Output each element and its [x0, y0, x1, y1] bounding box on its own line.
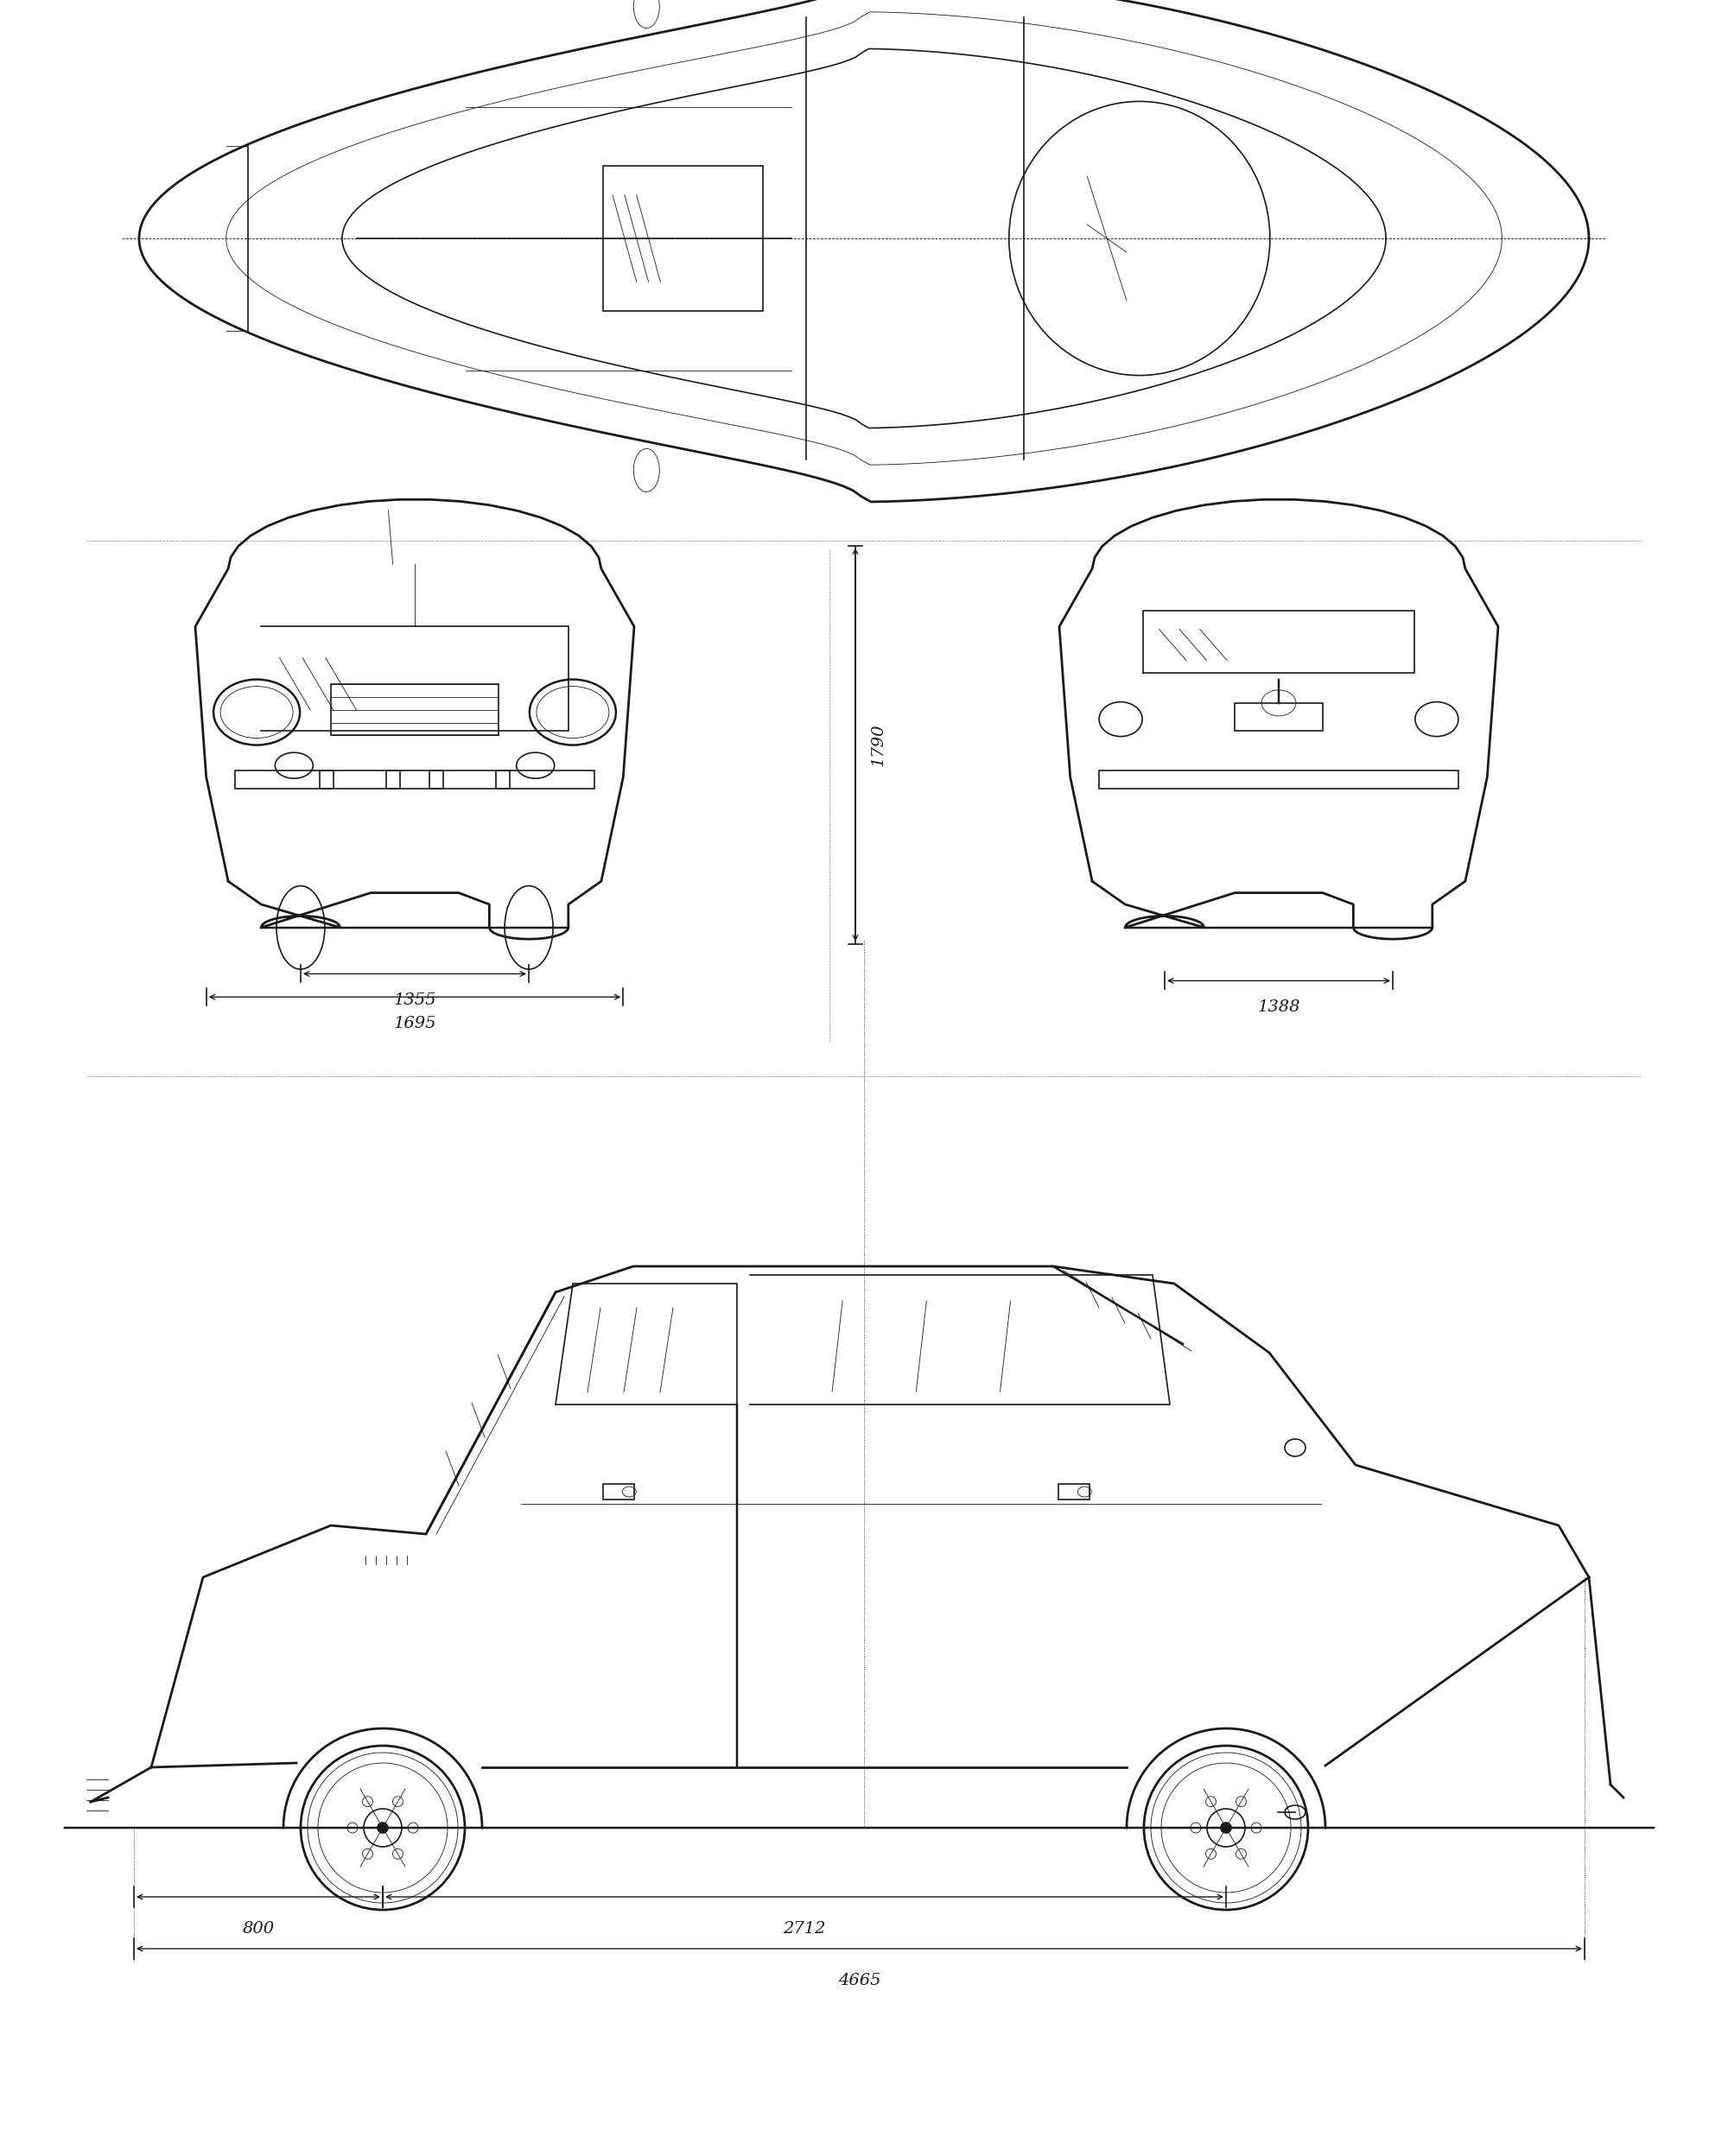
Bar — [603, 166, 762, 310]
Bar — [496, 770, 510, 789]
Bar — [385, 770, 399, 789]
Bar — [1059, 1483, 1090, 1501]
Ellipse shape — [377, 1822, 387, 1833]
Text: 1790: 1790 — [871, 722, 886, 765]
Bar — [1236, 703, 1322, 731]
Bar — [320, 770, 334, 789]
Text: 800: 800 — [242, 1921, 275, 1936]
Text: 4665: 4665 — [838, 1973, 881, 1988]
Text: 1355: 1355 — [394, 992, 435, 1009]
Bar — [430, 770, 444, 789]
Text: 2712: 2712 — [783, 1921, 826, 1936]
Text: 1388: 1388 — [1258, 1000, 1299, 1015]
Text: 1695: 1695 — [394, 1015, 435, 1031]
Bar — [235, 770, 594, 789]
Ellipse shape — [1220, 1822, 1230, 1833]
Bar — [332, 683, 498, 735]
Bar — [1099, 770, 1458, 789]
Bar — [603, 1483, 634, 1501]
